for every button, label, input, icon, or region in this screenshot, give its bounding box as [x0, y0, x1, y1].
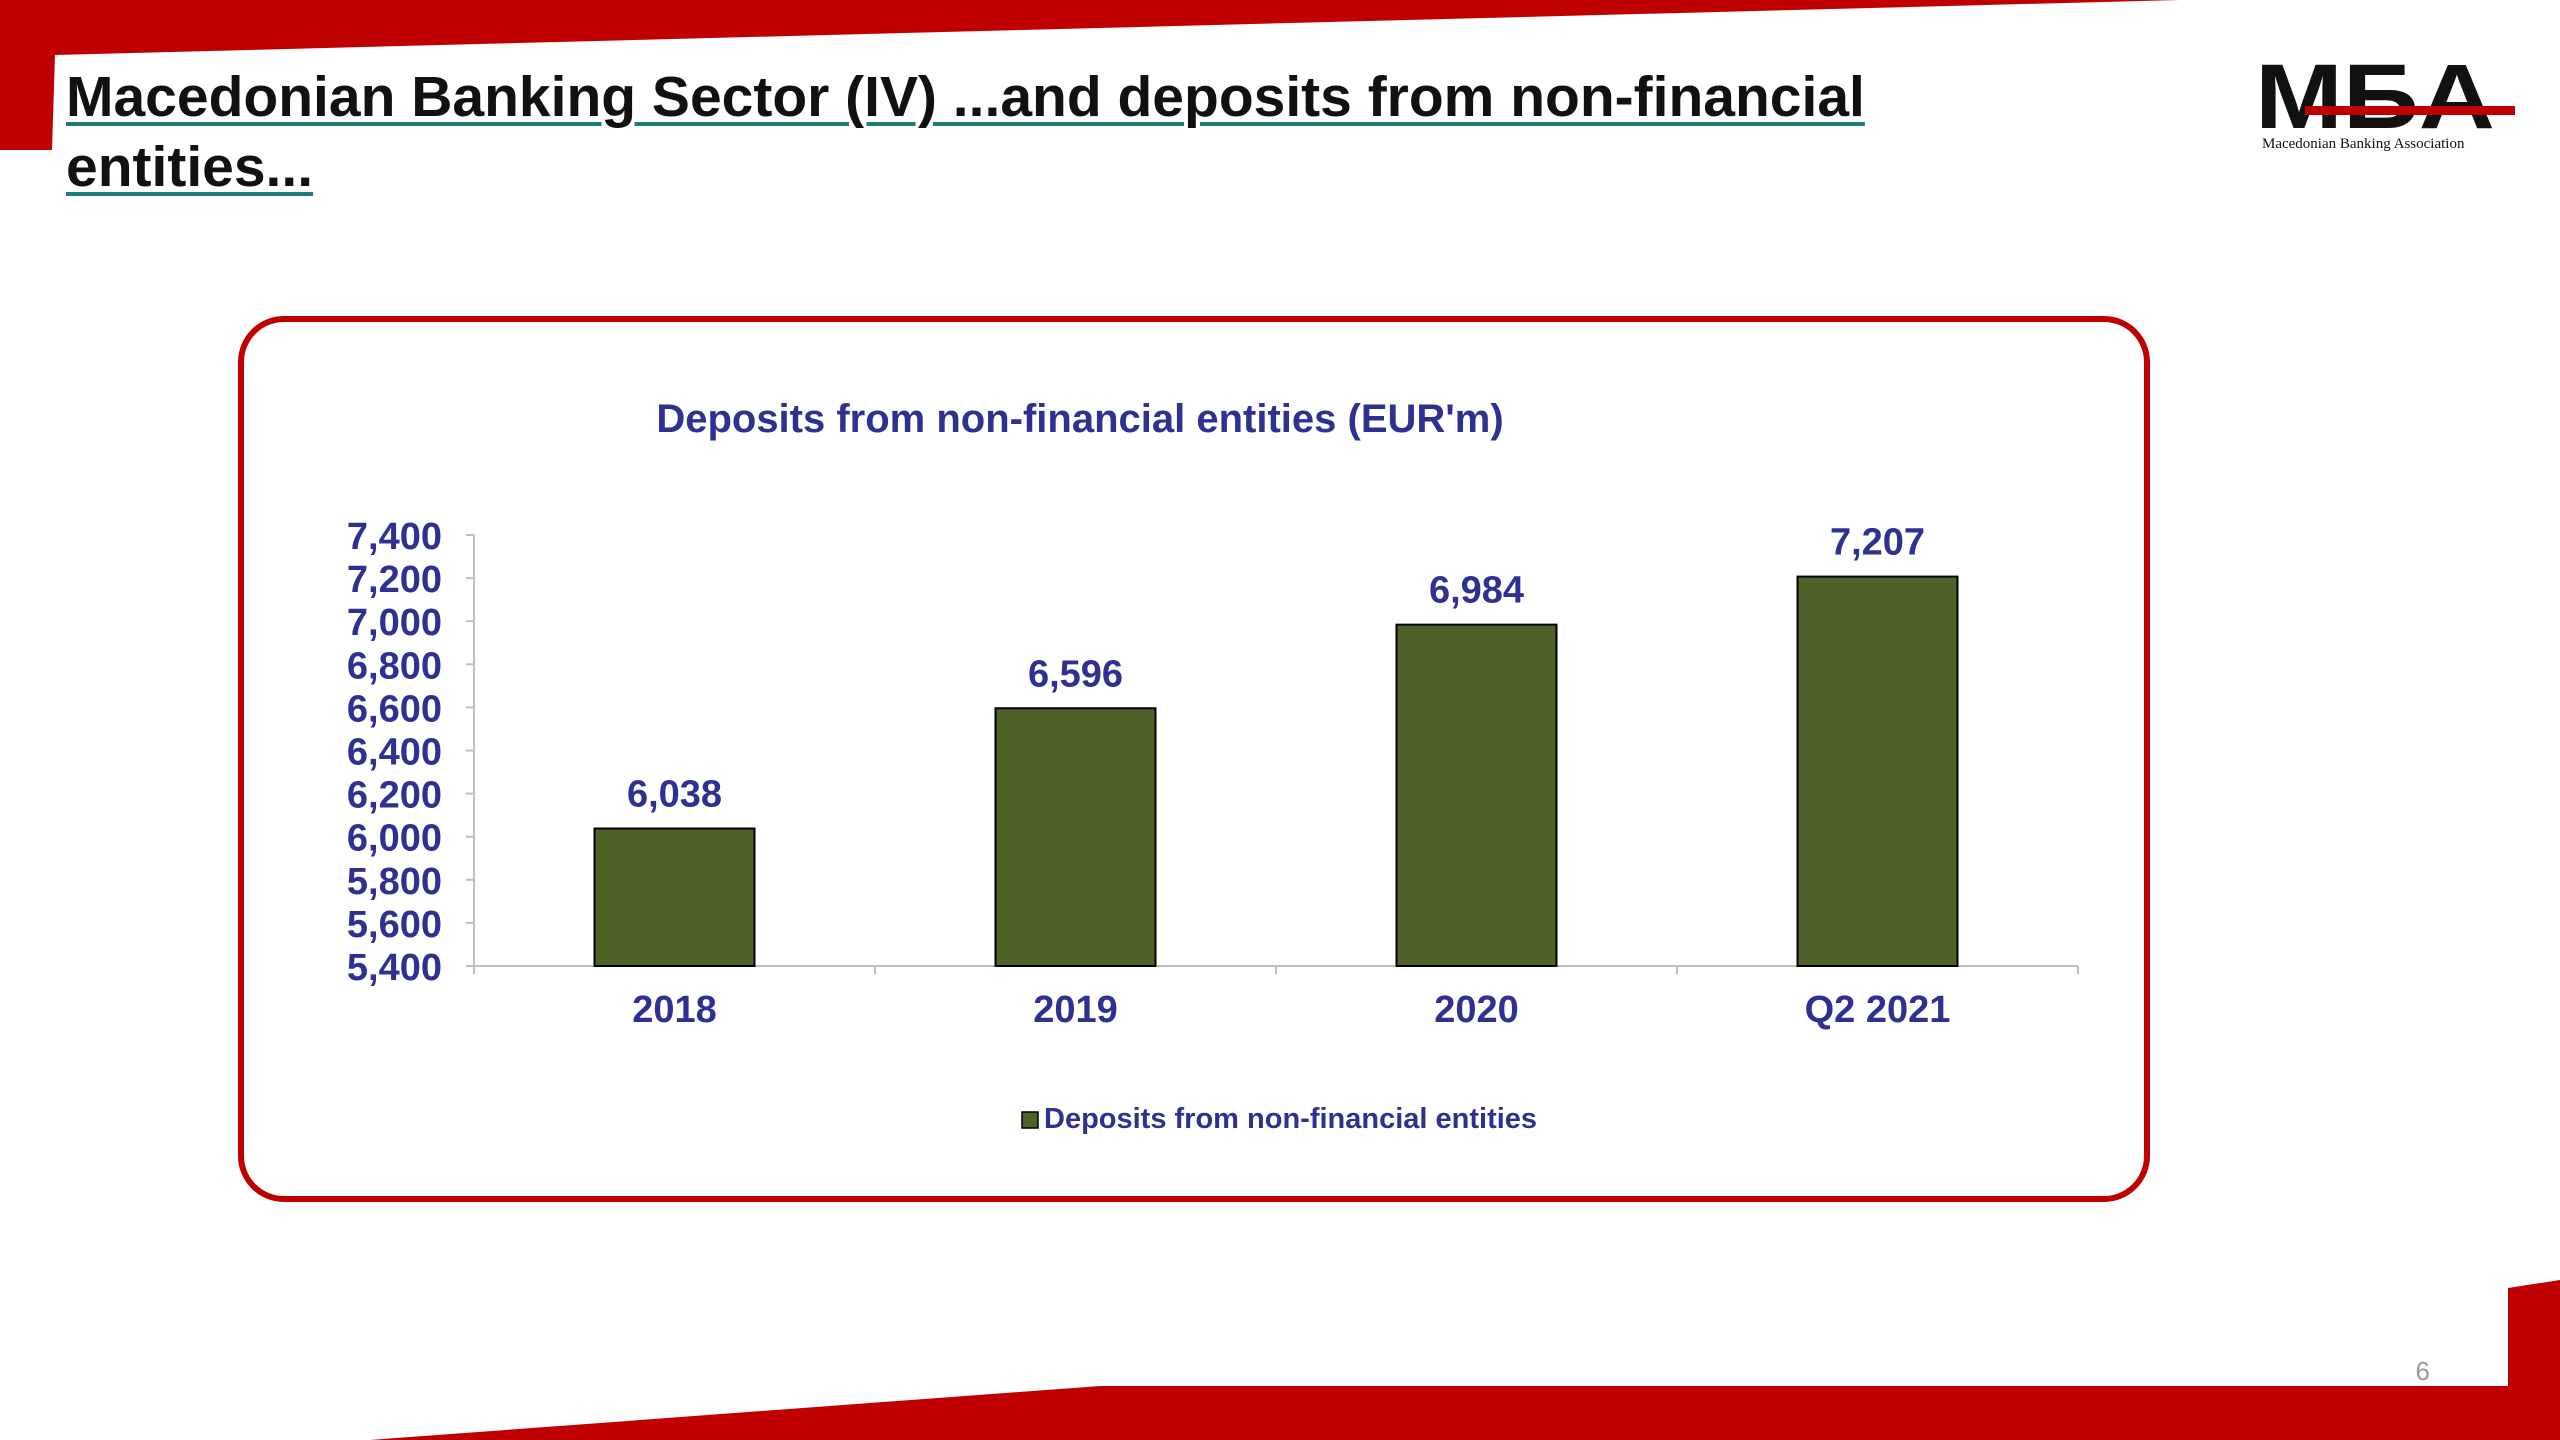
x-category-label: Q2 2021 — [1805, 989, 1951, 1031]
logo-red-stripe — [2305, 106, 2515, 115]
legend-label: Deposits from non-financial entities — [1044, 1103, 1537, 1135]
logo-mark: MБA — [2255, 46, 2495, 148]
data-label: 6,038 — [627, 774, 722, 816]
y-tick-label: 6,600 — [347, 688, 442, 730]
data-label: 6,984 — [1429, 570, 1524, 612]
y-tick-label: 6,800 — [347, 645, 442, 687]
y-tick-label: 7,000 — [347, 602, 442, 644]
y-tick-label: 6,000 — [347, 818, 442, 860]
legend-swatch — [1021, 1111, 1039, 1129]
data-label: 7,207 — [1830, 522, 1925, 564]
y-tick-label: 5,600 — [347, 904, 442, 946]
chart-frame — [238, 316, 2150, 1202]
x-category-label: 2018 — [632, 989, 717, 1031]
logo-caption: Macedonian Banking Association — [2262, 136, 2465, 152]
data-label: 6,596 — [1028, 653, 1123, 695]
y-tick-label: 6,400 — [347, 732, 442, 774]
x-category-label: 2020 — [1434, 989, 1519, 1031]
y-tick-label: 5,400 — [347, 947, 442, 989]
x-category-label: 2019 — [1033, 989, 1118, 1031]
top-red-band — [0, 0, 2180, 150]
bottom-red-band — [370, 1280, 2560, 1440]
y-tick-label: 7,200 — [347, 559, 442, 601]
chart-title: Deposits from non-financial entities (EU… — [656, 397, 1503, 441]
y-tick-label: 5,800 — [347, 861, 442, 903]
bar-2020 — [1395, 623, 1558, 967]
slide-title: Macedonian Banking Sector (IV) ...and de… — [66, 65, 1865, 199]
y-tick-label: 6,200 — [347, 775, 442, 817]
bar-2018 — [593, 827, 756, 967]
mba-logo: MБA — [2255, 46, 2515, 148]
page-number: 6 — [2415, 1356, 2430, 1386]
bar-2019 — [994, 707, 1157, 968]
y-tick-label: 7,400 — [347, 516, 442, 558]
bar-q2-2021 — [1796, 575, 1959, 967]
